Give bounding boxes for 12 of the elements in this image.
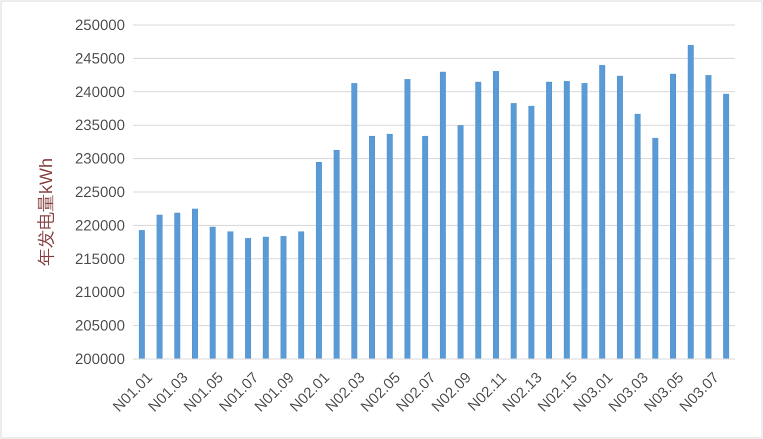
- y-tick-label: 245000: [74, 50, 125, 68]
- y-tick-label: 205000: [74, 318, 125, 335]
- y-tick-label: 235000: [74, 117, 125, 134]
- y-tick-label: 225000: [74, 184, 125, 201]
- y-tick-label: 220000: [74, 217, 125, 234]
- y-tick-label: 200000: [74, 351, 125, 368]
- y-tick-label: 240000: [74, 84, 125, 101]
- y-axis-title: 年发电量kWh: [36, 158, 56, 266]
- y-tick-label: 210000: [74, 284, 125, 302]
- y-tick-label: 250000: [74, 17, 125, 34]
- y-tick-label: 215000: [74, 250, 125, 268]
- y-tick-label: 230000: [74, 150, 125, 168]
